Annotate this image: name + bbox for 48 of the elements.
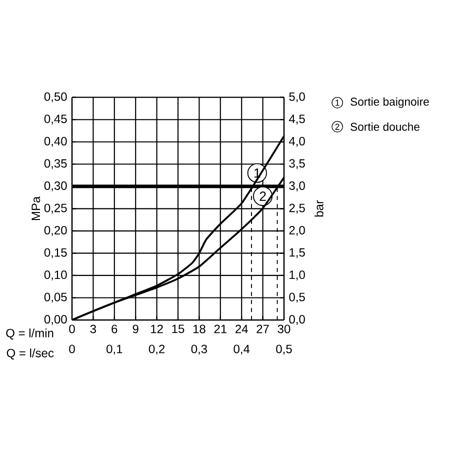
y-tick-label: 0,05 bbox=[44, 292, 67, 303]
x2-tick-label: 0,1 bbox=[106, 344, 122, 355]
y-tick-label: 0,45 bbox=[44, 114, 67, 125]
y-tick-label: 0,30 bbox=[44, 181, 67, 192]
x-tick-label: 24 bbox=[236, 324, 248, 334]
y2-tick-label: 4,0 bbox=[288, 136, 305, 147]
y-tick-label: 0,40 bbox=[44, 136, 67, 147]
x-tick-label: 27 bbox=[256, 324, 269, 334]
x2-tick-label: 0,5 bbox=[276, 344, 292, 355]
y2-tick-label: 1,0 bbox=[290, 270, 305, 280]
x-tick-label: 18 bbox=[193, 324, 206, 334]
y-tick-label: 0,15 bbox=[44, 248, 67, 258]
x-tick-label: 15 bbox=[172, 324, 184, 334]
x-tick-label: 12 bbox=[151, 324, 163, 334]
text: 2 bbox=[335, 124, 340, 130]
y-tick-label: 0,10 bbox=[44, 270, 67, 280]
x-tick-label: 9 bbox=[132, 324, 138, 334]
y2-tick-label: 4,5 bbox=[288, 114, 305, 124]
y2-tick-label: 0,5 bbox=[289, 292, 305, 303]
x-axis-title: Q = l/min bbox=[6, 328, 54, 340]
y2-tick-label: 0,0 bbox=[289, 315, 305, 325]
y2-tick-label: 1,5 bbox=[290, 248, 305, 258]
x-tick-label: 0 bbox=[69, 324, 75, 334]
text: 1 bbox=[336, 100, 340, 106]
x-tick-label: 6 bbox=[112, 324, 118, 334]
x2-tick-label: 0,4 bbox=[234, 344, 250, 355]
x-tick-label: 21 bbox=[214, 324, 226, 334]
y-tick-label: 0,35 bbox=[44, 159, 67, 170]
x2-tick-label: 0,3 bbox=[191, 344, 208, 355]
y-tick-label: 0,00 bbox=[44, 315, 67, 325]
annotation: 2 bbox=[260, 192, 266, 201]
legend-label: Sortie baignoire bbox=[350, 97, 429, 108]
legend-label: Sortie douche bbox=[350, 122, 420, 131]
y2-axis-title: bar bbox=[314, 200, 324, 217]
y-tick-label: 0,20 bbox=[44, 226, 67, 236]
y2-tick-label: 2,0 bbox=[289, 226, 305, 236]
y-tick-label: 0,50 bbox=[44, 92, 67, 102]
y2-tick-label: 3,5 bbox=[289, 159, 305, 170]
x2-tick-label: 0 bbox=[69, 344, 75, 354]
x-tick-label: 30 bbox=[278, 324, 290, 334]
y2-tick-label: 2,5 bbox=[289, 204, 305, 214]
y-tick-label: 0,25 bbox=[44, 204, 67, 214]
x2-axis-title: Q = l/sec bbox=[6, 348, 54, 360]
y2-tick-label: 5,0 bbox=[289, 92, 305, 102]
x-tick-label: 3 bbox=[90, 324, 96, 334]
x2-tick-label: 0,2 bbox=[148, 344, 165, 355]
y-axis-title: MPa bbox=[32, 196, 40, 220]
y2-tick-label: 3,0 bbox=[289, 181, 305, 192]
